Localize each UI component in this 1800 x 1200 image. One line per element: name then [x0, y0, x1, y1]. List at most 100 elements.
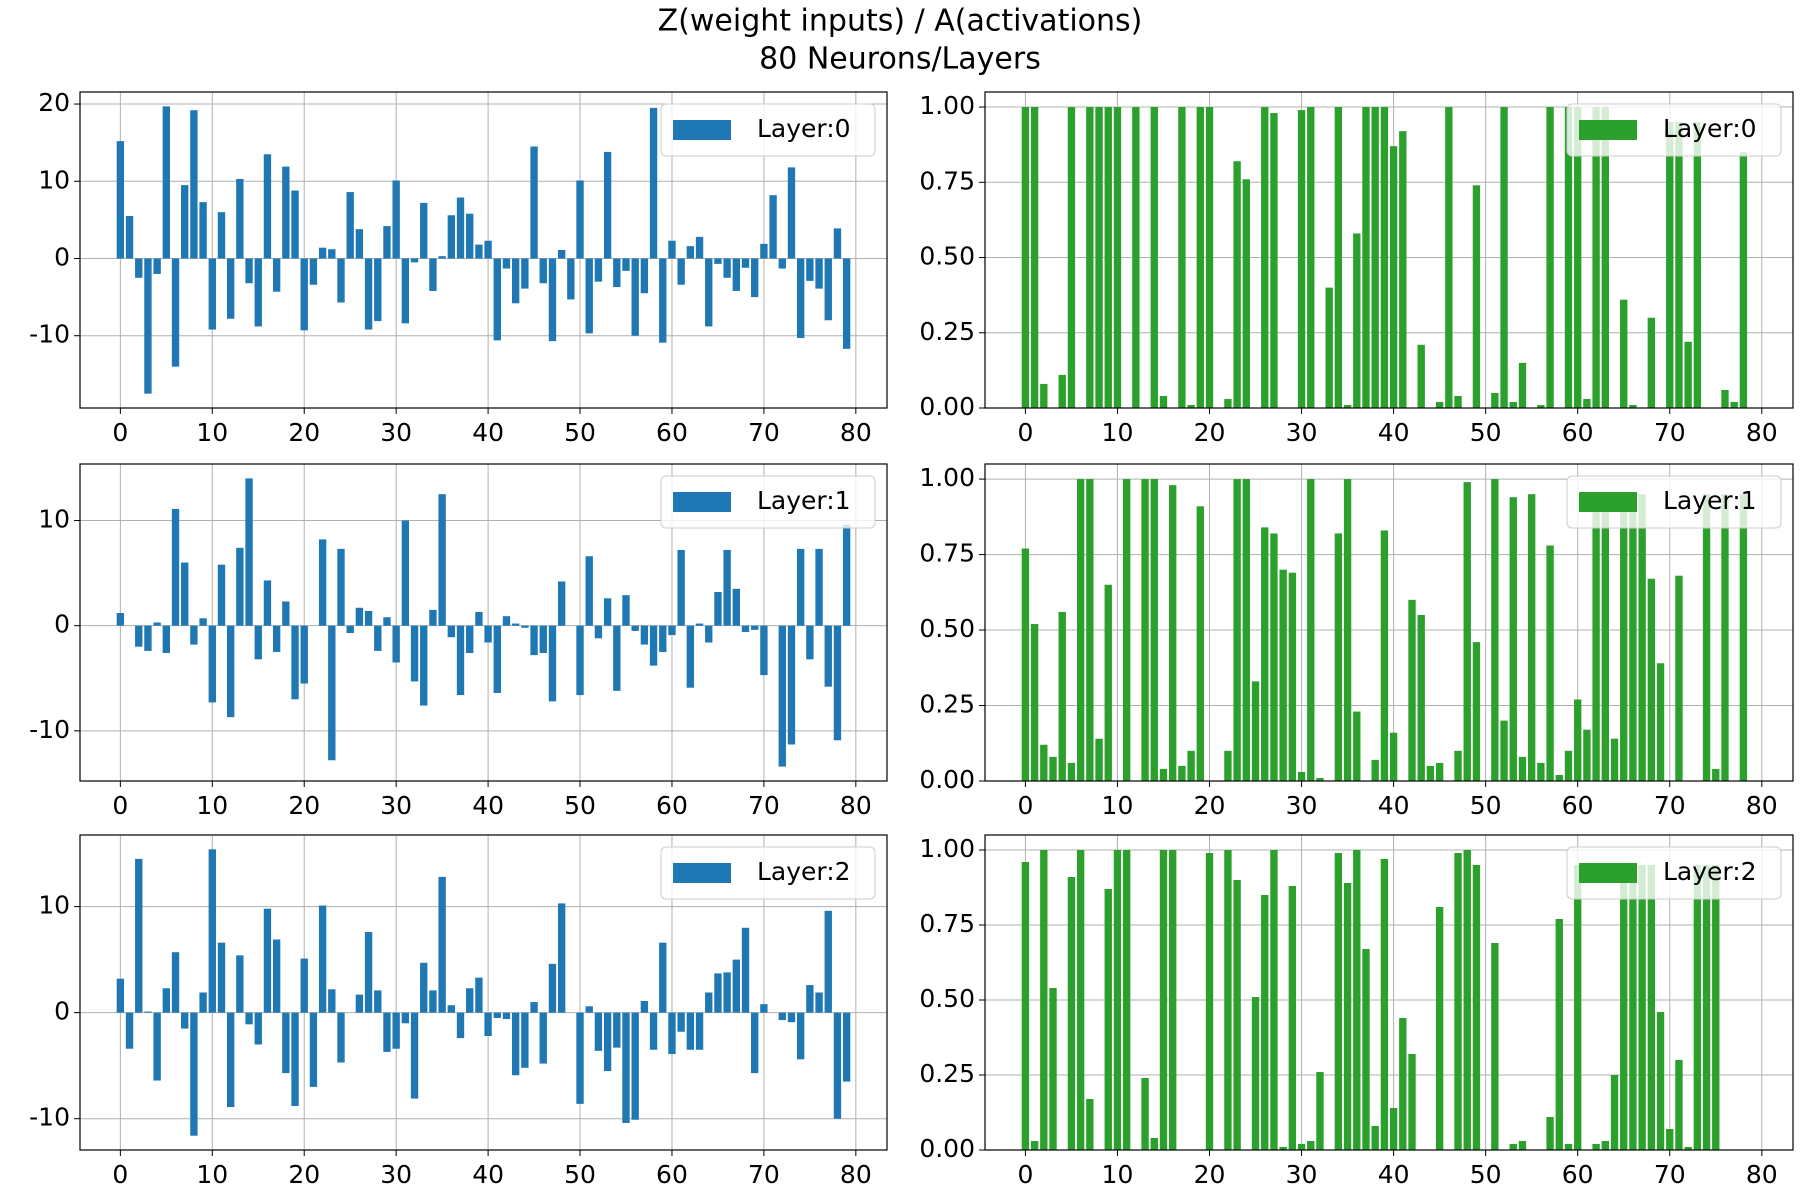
x-tick-label: 70	[1654, 791, 1686, 820]
bar	[199, 992, 207, 1013]
bar	[530, 146, 538, 259]
bar	[1297, 771, 1306, 781]
bar	[603, 598, 612, 626]
y-tick-label: 0.75	[919, 166, 975, 195]
bar	[1113, 850, 1122, 1150]
bar	[272, 625, 281, 652]
bar	[392, 180, 400, 259]
bar	[511, 258, 520, 304]
x-tick-label: 50	[1470, 1160, 1502, 1189]
bar	[567, 258, 575, 300]
bar	[1353, 711, 1361, 781]
x-tick-label: 10	[196, 791, 228, 820]
bar	[1684, 341, 1692, 408]
y-tick-label: 10	[38, 504, 70, 533]
y-tick-label: 0.50	[919, 984, 975, 1013]
bar	[1389, 732, 1398, 781]
bar	[557, 250, 566, 259]
bar	[1702, 865, 1711, 1150]
bar	[337, 548, 345, 626]
bar	[208, 849, 216, 1013]
bar	[668, 240, 676, 259]
bar	[1316, 777, 1324, 781]
bar	[1058, 374, 1066, 408]
bar	[1141, 1078, 1149, 1150]
bar	[1491, 392, 1499, 408]
bar	[337, 1012, 345, 1063]
x-tick-label: 20	[288, 791, 320, 820]
bar	[1555, 919, 1563, 1150]
bar	[1389, 146, 1398, 408]
x-tick-label: 30	[380, 791, 412, 820]
y-tick-label: 0	[54, 997, 70, 1026]
bar	[438, 876, 446, 1013]
bar	[429, 258, 437, 291]
bar	[383, 226, 391, 259]
bar	[521, 625, 529, 628]
bar	[1509, 497, 1517, 781]
bar	[190, 110, 198, 259]
bar	[144, 625, 152, 651]
bar	[1049, 756, 1057, 781]
bar	[254, 1012, 262, 1045]
y-tick-label: 0.25	[919, 1059, 975, 1088]
bar	[1454, 853, 1462, 1150]
bar	[420, 625, 428, 706]
x-tick-label: 20	[1194, 1160, 1226, 1189]
bar	[833, 228, 842, 259]
y-tick-label: 0	[54, 242, 70, 271]
bar	[1537, 762, 1545, 781]
bar	[787, 167, 796, 259]
bar	[355, 229, 364, 259]
bar	[153, 622, 161, 626]
bar	[751, 258, 759, 298]
legend-swatch	[1579, 863, 1637, 883]
bar	[1104, 889, 1112, 1150]
bar	[116, 141, 125, 259]
bar	[622, 258, 630, 271]
bar	[1675, 575, 1683, 781]
bar	[1196, 107, 1204, 409]
bar	[125, 216, 134, 259]
bar	[760, 243, 768, 259]
x-tick-label: 0	[112, 791, 128, 820]
bar	[1583, 398, 1591, 408]
bar	[1435, 907, 1444, 1150]
bar	[346, 625, 354, 634]
x-tick-label: 40	[472, 418, 504, 447]
bar	[705, 258, 713, 327]
bar	[438, 494, 446, 626]
x-tick-label: 10	[1102, 791, 1134, 820]
bar	[1491, 479, 1499, 781]
bar	[135, 858, 143, 1013]
bar	[1270, 533, 1278, 781]
bar	[1169, 850, 1177, 1150]
bar	[1574, 107, 1582, 409]
bar	[502, 258, 511, 269]
bar	[1629, 865, 1637, 1150]
bar	[1178, 765, 1186, 781]
bar	[1334, 533, 1343, 781]
bar	[217, 212, 226, 259]
bar	[1666, 1129, 1674, 1150]
bar	[539, 625, 547, 654]
x-tick-label: 40	[1378, 418, 1410, 447]
bar	[410, 1012, 419, 1099]
x-tick-label: 50	[1470, 791, 1502, 820]
bar	[1307, 107, 1315, 409]
bar	[1334, 853, 1343, 1150]
bar	[1675, 122, 1683, 408]
bar	[466, 213, 474, 259]
bar	[1297, 1144, 1306, 1150]
x-tick-label: 0	[112, 418, 128, 447]
bar	[640, 258, 649, 294]
bar	[1445, 107, 1453, 409]
x-tick-label: 30	[380, 1160, 412, 1189]
bar	[1086, 107, 1094, 409]
bar	[705, 625, 713, 643]
bar	[1546, 1117, 1554, 1150]
legend-label: Layer:1	[757, 486, 851, 515]
x-tick-label: 30	[1286, 418, 1318, 447]
bar	[1159, 850, 1168, 1150]
bar	[374, 990, 382, 1013]
